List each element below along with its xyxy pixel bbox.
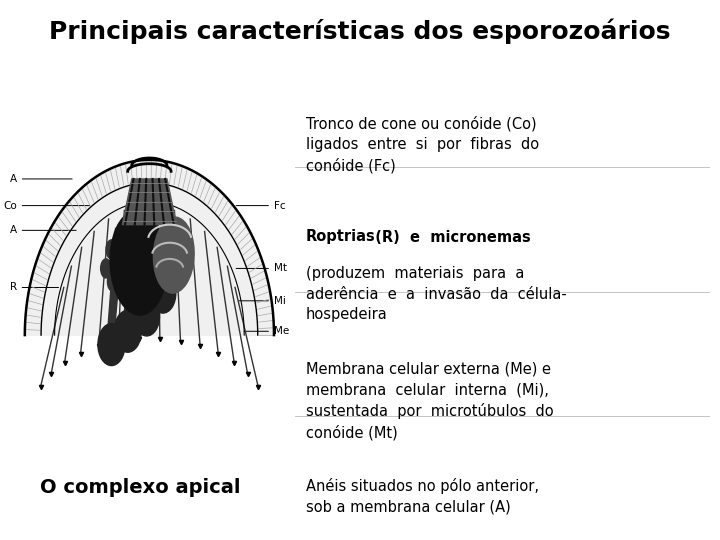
Text: Membrana celular externa (Me) e
membrana  celular  interna  (Mi),
sustentada  po: Membrana celular externa (Me) e membrana…	[306, 362, 554, 440]
Ellipse shape	[153, 217, 194, 293]
Text: (R)  e  micronemas: (R) e micronemas	[365, 230, 531, 245]
Ellipse shape	[134, 296, 160, 336]
Text: Mi: Mi	[239, 296, 286, 306]
Text: A: A	[9, 174, 72, 184]
Text: Anéis situados no pólo anterior,
sob a membrana celular (A): Anéis situados no pólo anterior, sob a m…	[306, 478, 539, 514]
Text: Fc: Fc	[236, 200, 286, 211]
Text: R: R	[9, 282, 58, 293]
Ellipse shape	[101, 259, 112, 278]
Polygon shape	[122, 179, 176, 225]
Text: Roptrias: Roptrias	[306, 230, 376, 245]
Text: Mt: Mt	[236, 264, 287, 273]
Ellipse shape	[110, 211, 167, 315]
Text: A: A	[9, 225, 76, 235]
Ellipse shape	[150, 273, 176, 313]
Ellipse shape	[106, 240, 117, 259]
Polygon shape	[143, 228, 161, 298]
Text: Tronco de cone ou conóide (Co)
ligados  entre  si  por  fibras  do
conóide (Fc): Tronco de cone ou conóide (Co) ligados e…	[306, 116, 539, 173]
Ellipse shape	[98, 323, 125, 366]
Polygon shape	[108, 228, 124, 326]
Polygon shape	[24, 160, 274, 335]
Text: O complexo apical: O complexo apical	[40, 478, 240, 497]
Polygon shape	[125, 228, 140, 312]
Polygon shape	[160, 228, 181, 275]
Text: Me: Me	[244, 326, 289, 336]
Text: Principais características dos esporozoários: Principais características dos esporozoá…	[49, 19, 671, 44]
Ellipse shape	[107, 272, 118, 291]
Text: (produzem  materiais  para  a
aderência  e  a  invasão  da  célula-
hospedeira: (produzem materiais para a aderência e a…	[306, 266, 567, 322]
Ellipse shape	[114, 310, 141, 352]
Text: Co: Co	[3, 200, 90, 211]
